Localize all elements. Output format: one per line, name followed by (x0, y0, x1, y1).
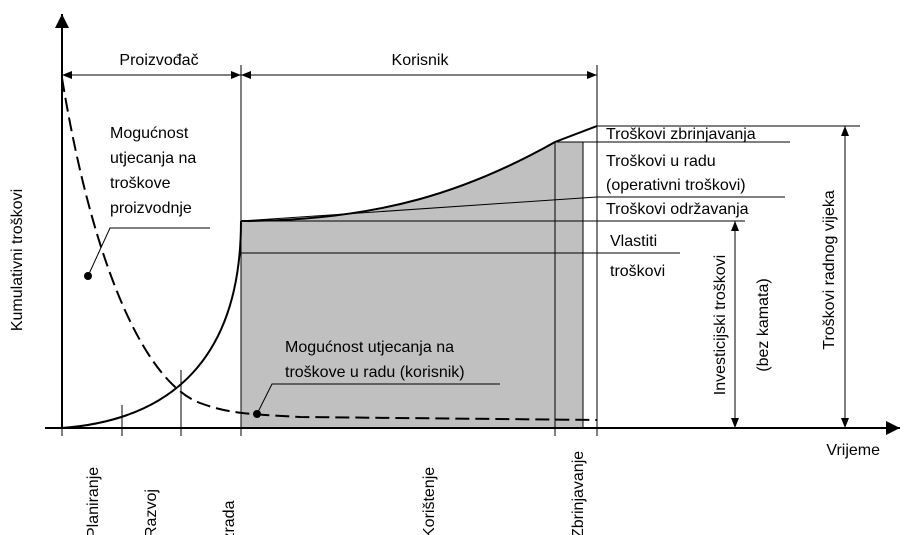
phase-label: Korištenje (421, 467, 438, 535)
phase-label: Zbrinjavanje (570, 451, 587, 535)
cost-area (240, 125, 598, 428)
annotation: Mogućnost (110, 125, 189, 142)
annotation: proizvodnje (110, 200, 192, 217)
x-axis-label: Vrijeme (826, 442, 880, 459)
cost-label: Vlastiti (610, 233, 657, 250)
curves (61, 77, 598, 429)
cost-label: (operativni troškovi) (606, 177, 746, 194)
cost-label: Troškovi održavanja (606, 201, 749, 218)
cost-label: Troškovi zbrinjavanja (606, 126, 756, 143)
investment-label: Investicijski troškovi (712, 255, 729, 395)
phase-label: Razvoj (143, 489, 160, 535)
annotation: troškove (110, 175, 171, 192)
investment-label: (bez kamata) (755, 278, 772, 371)
header: Proizvođač (119, 52, 198, 69)
annotation: utjecanja na (110, 150, 196, 167)
phase-label: Planiranje (85, 467, 102, 535)
labels: Proizvođač Korisnik Mogućnost utjecanja … (9, 52, 880, 535)
header-arrows (62, 71, 849, 428)
header: Korisnik (392, 52, 450, 69)
cost-label: Troškovi u radu (606, 153, 716, 170)
annotation: Mogućnost utjecanja na (285, 339, 454, 356)
cost-label: troškovi (610, 263, 665, 280)
annotation: troškove u radu (korisnik) (285, 364, 465, 381)
guide-lines (61, 65, 860, 436)
y-axis-label: Kumulativni troškovi (9, 189, 26, 331)
lifetime-label: Troškovi radnog vijeka (821, 190, 838, 350)
phase-label: Izrada (221, 500, 238, 535)
